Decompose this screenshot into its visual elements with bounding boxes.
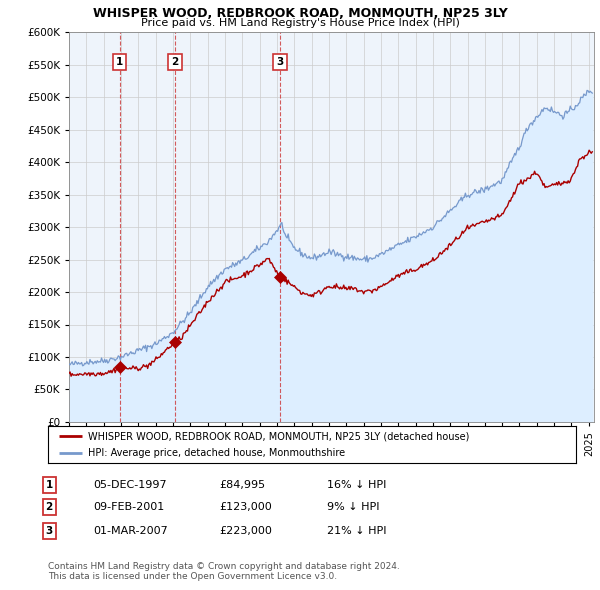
Text: £123,000: £123,000 bbox=[219, 503, 272, 512]
Text: HPI: Average price, detached house, Monmouthshire: HPI: Average price, detached house, Monm… bbox=[88, 448, 345, 458]
Text: 21% ↓ HPI: 21% ↓ HPI bbox=[327, 526, 386, 536]
Text: 2: 2 bbox=[46, 503, 53, 512]
Text: 1: 1 bbox=[116, 57, 123, 67]
Text: 2: 2 bbox=[172, 57, 179, 67]
Text: £223,000: £223,000 bbox=[219, 526, 272, 536]
Text: 09-FEB-2001: 09-FEB-2001 bbox=[93, 503, 164, 512]
Text: 05-DEC-1997: 05-DEC-1997 bbox=[93, 480, 167, 490]
Text: £84,995: £84,995 bbox=[219, 480, 265, 490]
Text: 01-MAR-2007: 01-MAR-2007 bbox=[93, 526, 168, 536]
Text: 9% ↓ HPI: 9% ↓ HPI bbox=[327, 503, 380, 512]
Text: Contains HM Land Registry data © Crown copyright and database right 2024.
This d: Contains HM Land Registry data © Crown c… bbox=[48, 562, 400, 581]
Text: WHISPER WOOD, REDBROOK ROAD, MONMOUTH, NP25 3LY (detached house): WHISPER WOOD, REDBROOK ROAD, MONMOUTH, N… bbox=[88, 431, 469, 441]
Text: WHISPER WOOD, REDBROOK ROAD, MONMOUTH, NP25 3LY: WHISPER WOOD, REDBROOK ROAD, MONMOUTH, N… bbox=[92, 7, 508, 20]
Text: 3: 3 bbox=[46, 526, 53, 536]
Text: 3: 3 bbox=[276, 57, 283, 67]
Text: 16% ↓ HPI: 16% ↓ HPI bbox=[327, 480, 386, 490]
Text: 1: 1 bbox=[46, 480, 53, 490]
Text: Price paid vs. HM Land Registry's House Price Index (HPI): Price paid vs. HM Land Registry's House … bbox=[140, 18, 460, 28]
